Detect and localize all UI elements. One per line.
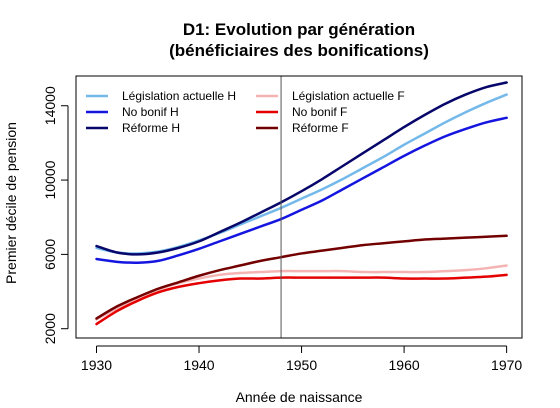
legend-label-3: Réforme H	[122, 121, 180, 135]
x-tick-label: 1950	[286, 357, 317, 373]
x-tick-label: 1960	[389, 357, 420, 373]
x-tick-label: 1970	[491, 357, 522, 373]
legend-label-1: Législation actuelle H	[122, 89, 236, 103]
y-axis-label: Premier décile de pension	[3, 122, 19, 284]
x-axis: 1930 1940 1950 1960 1970	[81, 346, 522, 373]
x-tick-label: 1930	[81, 357, 112, 373]
chart-title-line-1: D1: Evolution par génération	[183, 20, 415, 39]
x-tick-label: 1940	[183, 357, 214, 373]
y-tick-label: 2000	[42, 313, 58, 344]
y-tick-label: 6000	[42, 239, 58, 270]
y-axis: 2000 6000 10000 14000	[42, 86, 68, 344]
y-tick-label: 14000	[42, 86, 58, 125]
legend: Législation actuelle H No bonif H Réforme …	[86, 89, 405, 135]
legend-label-2: No bonif H	[122, 105, 179, 119]
x-axis-label: Année de naissance	[236, 389, 363, 405]
legend-label-4: Législation actuelle F	[292, 89, 405, 103]
y-tick-label: 10000	[42, 160, 58, 199]
chart-title-line-2: (bénéficiaires des bonifications)	[169, 41, 429, 60]
legend-label-5: No bonif F	[292, 105, 347, 119]
series-line-5	[97, 275, 507, 324]
legend-label-6: Réforme F	[292, 121, 349, 135]
